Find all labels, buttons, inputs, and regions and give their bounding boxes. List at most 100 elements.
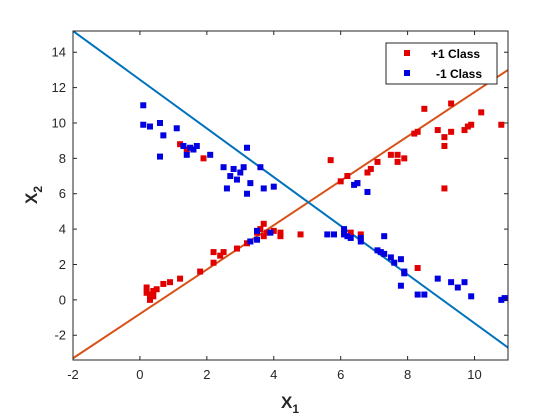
x-axis-title: X1 (281, 393, 299, 416)
y-tick-label: 10 (52, 115, 66, 130)
point-plus1-class (210, 259, 217, 266)
point-minus1-class (461, 279, 468, 286)
point-minus1-class (173, 125, 180, 132)
x-tick-label: 0 (136, 367, 143, 382)
point-minus1-class (140, 102, 147, 109)
point-minus1-class (354, 180, 361, 187)
point-plus1-class (297, 231, 304, 238)
point-plus1-class (448, 128, 455, 135)
point-minus1-class (381, 233, 388, 240)
point-plus1-class (244, 240, 250, 247)
point-minus1-class (374, 247, 381, 254)
point-minus1-class (341, 231, 348, 238)
point-minus1-class (227, 173, 234, 180)
x-tick-label: 10 (467, 367, 481, 382)
point-plus1-class (160, 280, 167, 287)
point-minus1-class (421, 291, 428, 298)
point-minus1-class (448, 279, 455, 286)
point-plus1-class (143, 289, 150, 296)
point-plus1-class (357, 231, 364, 238)
point-minus1-class (183, 151, 190, 158)
decision-line-2 (73, 31, 508, 349)
point-minus1-class (240, 164, 247, 171)
point-plus1-class (150, 288, 157, 295)
point-minus1-class (233, 176, 240, 183)
point-plus1-class (197, 268, 204, 275)
y-tick-label: 12 (52, 80, 66, 95)
point-plus1-class (257, 226, 264, 233)
point-minus1-class (157, 119, 163, 126)
point-minus1-class (397, 282, 404, 289)
point-minus1-class (381, 250, 388, 257)
point-minus1-class (364, 188, 371, 195)
y-tick-label: 4 (59, 222, 66, 237)
point-plus1-class (277, 229, 284, 236)
point-plus1-class (441, 185, 448, 192)
point-minus1-class (187, 144, 194, 151)
point-minus1-class (257, 164, 264, 171)
x-tick-label: 8 (404, 367, 411, 382)
point-plus1-class (468, 121, 475, 128)
point-minus1-class (220, 164, 227, 171)
point-plus1-class (387, 151, 394, 158)
point-plus1-class (464, 123, 471, 130)
point-plus1-class (277, 233, 284, 240)
point-minus1-class (237, 169, 244, 176)
point-minus1-class (254, 227, 261, 234)
point-minus1-class (270, 183, 277, 190)
point-plus1-class (233, 245, 240, 252)
point-plus1-class (421, 105, 428, 112)
x-axis-title-sub: 1 (292, 402, 299, 416)
decision-lines (73, 31, 508, 360)
point-minus1-class (193, 142, 200, 149)
point-plus1-class (394, 151, 401, 158)
data-points (140, 100, 514, 303)
point-minus1-class (434, 275, 441, 282)
x-tick-label: 2 (203, 367, 210, 382)
point-minus1-class (244, 144, 250, 151)
point-minus1-class (160, 132, 167, 139)
point-plus1-class (327, 157, 334, 164)
point-minus1-class (344, 233, 351, 240)
point-minus1-class (223, 185, 230, 192)
point-minus1-class (347, 234, 354, 241)
y-axis-title: X2 (22, 186, 45, 204)
x-tick-label: 6 (337, 367, 344, 382)
point-plus1-class (210, 249, 217, 256)
point-plus1-class (367, 165, 374, 172)
point-plus1-class (498, 121, 505, 128)
decision-line-1 (73, 69, 508, 360)
point-plus1-class (461, 127, 468, 134)
point-minus1-class (230, 165, 237, 172)
point-plus1-class (177, 275, 184, 282)
point-plus1-class (217, 252, 224, 259)
y-tick-label: 0 (59, 292, 66, 307)
point-plus1-class (411, 130, 418, 137)
point-plus1-class (146, 296, 153, 303)
point-minus1-class (501, 295, 508, 302)
legend-marker-minus1 (404, 70, 410, 76)
y-tick-label: 8 (59, 151, 66, 166)
point-minus1-class (357, 238, 364, 245)
point-plus1-class (260, 220, 267, 227)
point-minus1-class (146, 123, 153, 130)
legend-label-plus1: +1 Class (431, 47, 480, 61)
point-plus1-class (508, 125, 514, 131)
point-minus1-class (180, 142, 187, 149)
plot-frame (72, 30, 509, 361)
point-minus1-class (247, 180, 254, 187)
point-plus1-class (270, 227, 277, 234)
point-minus1-class (357, 234, 364, 241)
y-tick-label: 14 (52, 45, 66, 60)
point-minus1-class (267, 229, 274, 236)
plot-background (73, 31, 508, 360)
point-minus1-class (351, 181, 358, 188)
point-plus1-class (394, 158, 401, 165)
point-plus1-class (150, 293, 157, 300)
point-minus1-class (331, 231, 337, 238)
point-plus1-class (153, 286, 160, 293)
legend-box (385, 42, 498, 85)
point-plus1-class (478, 109, 485, 116)
point-plus1-class (374, 158, 381, 165)
point-minus1-class (247, 238, 254, 245)
